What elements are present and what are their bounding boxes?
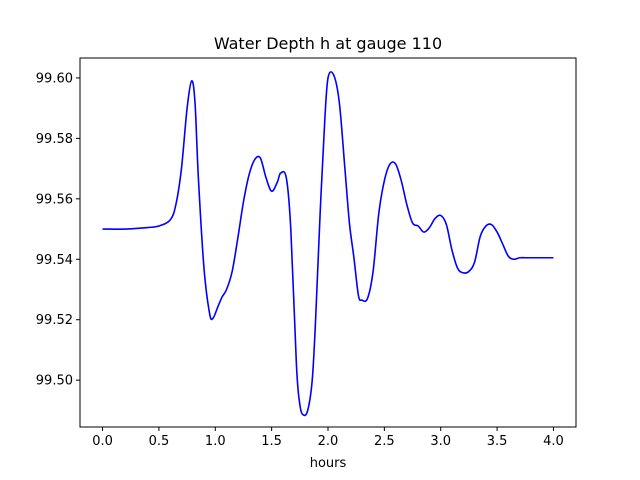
x-tick-label: 0.5 [149, 434, 170, 449]
chart-title: Water Depth h at gauge 110 [214, 34, 442, 53]
x-tick-label: 3.5 [487, 434, 508, 449]
plot-area [102, 71, 554, 417]
x-tick-label: 1.5 [261, 434, 282, 449]
x-tick-label: 2.5 [374, 434, 395, 449]
x-tick-label: 4.0 [543, 434, 564, 449]
x-axis: 0.0 0.5 1.0 1.5 2.0 2.5 3.0 3.5 4.0 [92, 427, 564, 449]
y-tick-label: 99.50 [36, 374, 73, 389]
y-tick-label: 99.54 [36, 253, 73, 268]
y-tick-label: 99.56 [36, 192, 73, 207]
series-line [102, 71, 554, 417]
x-axis-label: hours [310, 456, 347, 471]
x-tick-label: 0.0 [92, 434, 113, 449]
y-tick-label: 99.52 [36, 313, 73, 328]
y-tick-label: 99.60 [36, 71, 73, 86]
x-tick-label: 3.0 [430, 434, 451, 449]
y-tick-label: 99.58 [36, 132, 73, 147]
x-tick-label: 2.0 [318, 434, 339, 449]
x-tick-label: 1.0 [205, 434, 226, 449]
y-axis: 99.50 99.52 99.54 99.56 99.58 99.60 [36, 71, 80, 389]
